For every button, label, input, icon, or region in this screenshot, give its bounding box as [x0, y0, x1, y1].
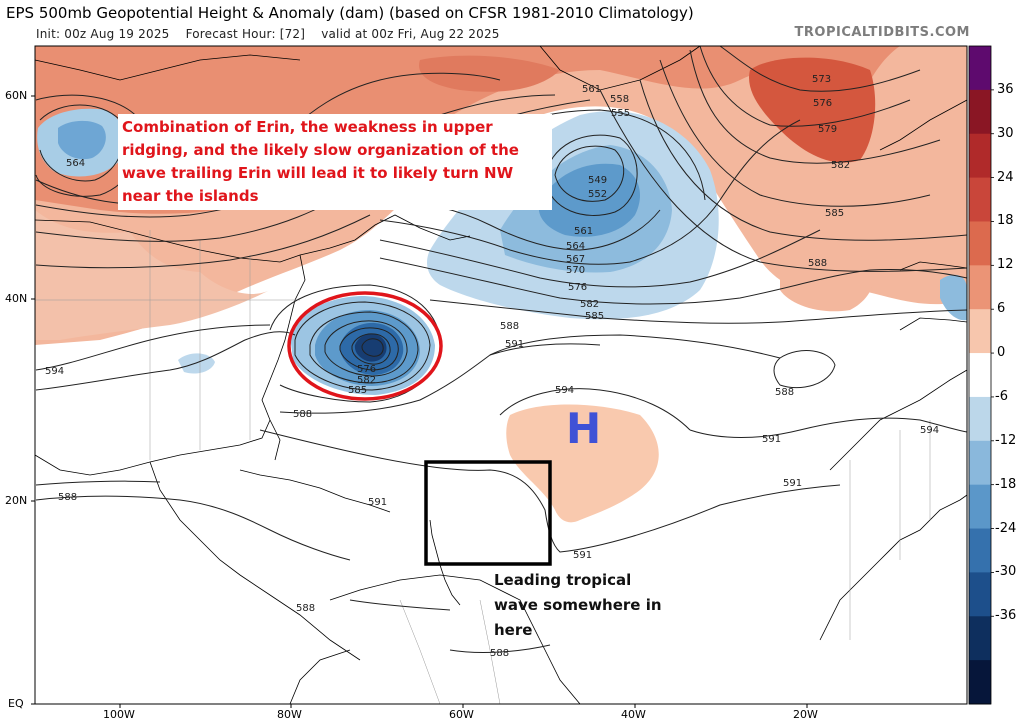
colorbar	[968, 45, 994, 705]
colorbar-label: 6	[997, 301, 1006, 317]
erin-highlight-circle	[287, 291, 443, 401]
map-frame	[34, 45, 968, 705]
colorbar-label: -6	[995, 388, 1008, 404]
colorbar-swatch	[969, 572, 991, 617]
colorbar-frame	[968, 45, 992, 705]
colorbar-label: 30	[997, 125, 1014, 141]
contour-label: 588	[490, 648, 509, 659]
forecast-hour: Forecast Hour: [72]	[185, 27, 306, 41]
contour-label: 591	[762, 434, 781, 445]
contour-label: 570	[566, 265, 585, 276]
borders	[35, 230, 931, 705]
contour-label: 585	[348, 385, 367, 396]
contour-label: 561	[582, 84, 601, 95]
colorbar-swatch	[969, 133, 991, 179]
contour-label: 588	[293, 409, 312, 420]
contour-label: 594	[920, 425, 939, 436]
contour-label: 567	[566, 254, 585, 265]
colorbar-label: -12	[995, 432, 1017, 448]
contour-label: 594	[45, 366, 64, 377]
colorbar-label: -30	[995, 564, 1017, 580]
contour-label: 576	[568, 282, 587, 293]
lon-label: 100W	[103, 708, 135, 721]
contour-label: 585	[825, 208, 844, 219]
colorbar-swatch	[969, 177, 991, 222]
contour-label: 588	[296, 603, 315, 614]
contour-label: 585	[585, 311, 604, 322]
colorbar-label: 24	[997, 169, 1014, 185]
colorbar-label: 36	[997, 81, 1014, 97]
contour-label: 582	[357, 375, 376, 386]
high-pressure-label: H	[566, 404, 602, 453]
erin-annotation: Combination of Erin, the weakness in upp…	[118, 114, 552, 210]
colorbar-swatch	[969, 309, 991, 354]
colorbar-swatch	[969, 353, 991, 398]
lon-label: 80W	[277, 708, 302, 721]
contour-labels: 564 561 558 555 573 576 579 582 585 588 …	[45, 74, 939, 659]
contour-label: 552	[588, 189, 607, 200]
contour-label: 582	[831, 160, 850, 171]
colorbar-swatch	[969, 46, 991, 91]
lon-label: 60W	[449, 708, 474, 721]
contour-label: 594	[555, 385, 574, 396]
contour-label: 591	[783, 478, 802, 489]
contour-label: 588	[58, 492, 77, 503]
colorbar-swatch	[969, 616, 991, 661]
contour-label: 549	[588, 175, 607, 186]
coastlines	[34, 45, 968, 705]
lat-label: 20N	[5, 494, 28, 507]
colorbar-label: -18	[995, 476, 1017, 492]
lon-label: 40W	[621, 708, 646, 721]
colorbar-swatch	[969, 221, 991, 266]
contour-label: 576	[357, 364, 376, 375]
contour-label: 564	[566, 241, 585, 252]
contour-label: 579	[818, 124, 837, 135]
colorbar-label: -24	[995, 520, 1017, 536]
colorbar-swatch	[969, 265, 991, 310]
colorbar-label: 0	[997, 345, 1006, 361]
contour-label: 591	[368, 497, 387, 508]
valid-time: valid at 00z Fri, Aug 22 2025	[321, 27, 500, 41]
axis-ticks	[31, 95, 808, 708]
init-time: Init: 00z Aug 19 2025	[36, 27, 170, 41]
contour-label: 591	[505, 339, 524, 350]
site-brand: TROPICALTIDBITS.COM	[794, 25, 970, 40]
wave-highlight-box	[424, 460, 552, 566]
lon-label: 20W	[793, 708, 818, 721]
colorbar-label: 12	[997, 257, 1014, 273]
colorbar-label: -36	[995, 608, 1017, 624]
contour-label: 573	[812, 74, 831, 85]
colorbar-label: 18	[997, 213, 1014, 229]
map-subtitle: Init: 00z Aug 19 2025 Forecast Hour: [72…	[36, 27, 500, 41]
contour-label: 564	[66, 158, 85, 169]
colorbar-swatch	[969, 396, 991, 442]
contour-label: 588	[500, 321, 519, 332]
colorbar-swatch	[969, 89, 991, 135]
map-title: EPS 500mb Geopotential Height & Anomaly …	[6, 4, 694, 22]
contour-label: 582	[580, 299, 599, 310]
contour-label: 576	[813, 98, 832, 109]
contour-label: 555	[611, 108, 630, 119]
lat-label: EQ	[8, 697, 24, 710]
contour-label: 588	[775, 387, 794, 398]
contour-label: 588	[808, 258, 827, 269]
colorbar-swatch	[969, 660, 991, 705]
colorbar-swatch	[969, 528, 991, 573]
contour-label: 561	[574, 226, 593, 237]
colorbar-swatch	[969, 484, 991, 530]
colorbar-swatch	[969, 440, 991, 486]
lat-label: 60N	[5, 89, 28, 102]
contour-label: 558	[610, 94, 629, 105]
lat-label: 40N	[5, 292, 28, 305]
wave-annotation: Leading tropical wave somewhere in here	[494, 571, 662, 639]
contour-label: 591	[573, 550, 592, 561]
